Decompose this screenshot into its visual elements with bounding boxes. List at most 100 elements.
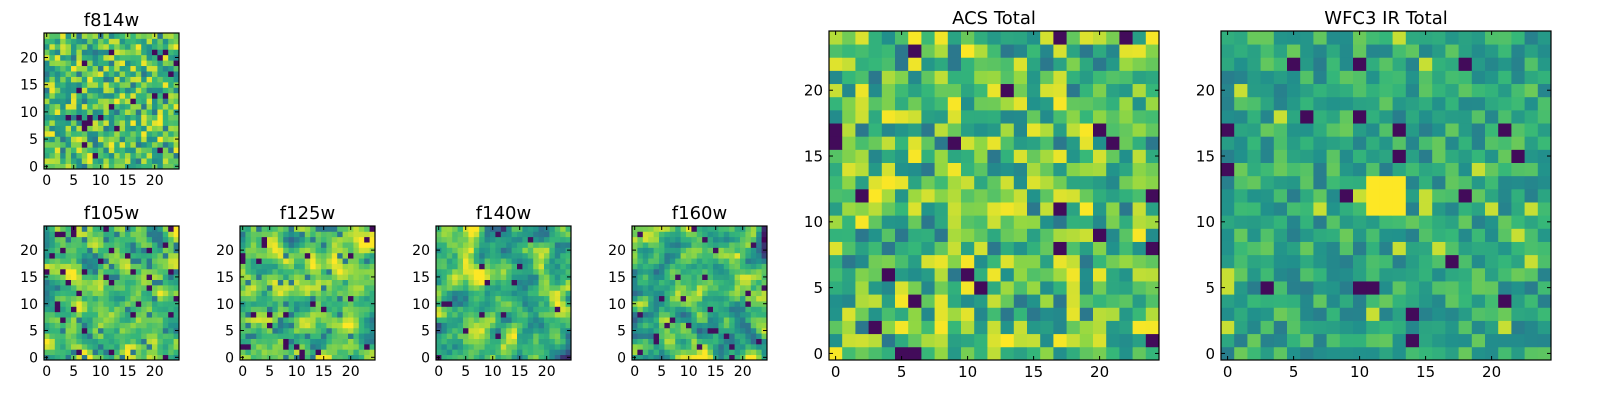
heatmap-cell <box>173 130 180 137</box>
heatmap-cell <box>353 242 360 248</box>
heatmap-cell <box>49 322 56 329</box>
heatmap-cell <box>740 317 746 323</box>
heatmap-cell <box>468 226 475 232</box>
heatmap-cell <box>130 263 137 270</box>
heatmap-cell <box>157 333 164 339</box>
heatmap-cell <box>60 226 66 232</box>
heatmap-cell <box>353 354 360 361</box>
heatmap-cell <box>369 290 376 297</box>
heatmap-cell <box>358 333 365 339</box>
heatmap-cell <box>696 306 703 313</box>
heatmap-cell <box>1040 83 1054 98</box>
heatmap-cell <box>463 231 469 238</box>
heatmap-cell <box>108 338 115 345</box>
heatmap-cell <box>1119 162 1133 177</box>
heatmap-cell <box>162 103 169 110</box>
heatmap-cell <box>533 258 539 264</box>
heatmap-cell <box>549 247 556 254</box>
heatmap-cell <box>1000 241 1015 256</box>
heatmap-cell <box>157 120 164 126</box>
heatmap-cell <box>1300 123 1314 137</box>
heatmap-cell <box>829 31 843 45</box>
heatmap-cell <box>103 33 110 39</box>
heatmap-cell <box>353 349 360 356</box>
heatmap-cell <box>1498 320 1512 335</box>
heatmap-cell <box>49 279 56 286</box>
heatmap-cell <box>152 120 158 126</box>
heatmap-cell <box>162 87 169 94</box>
heatmap-cell <box>436 306 442 313</box>
heatmap-cell <box>549 226 556 232</box>
heatmap-cell <box>1247 44 1261 58</box>
heatmap-cell <box>1000 228 1015 242</box>
heatmap-cell <box>686 306 692 313</box>
heatmap-cell <box>283 349 289 356</box>
heatmap-cell <box>173 338 180 345</box>
heatmap-cell <box>146 322 153 329</box>
heatmap-cell <box>446 349 453 356</box>
heatmap-cell <box>1458 162 1473 177</box>
heatmap-cell <box>92 327 99 334</box>
heatmap-cell <box>718 236 725 243</box>
heatmap-cell <box>1445 294 1459 308</box>
heatmap-cell <box>108 103 115 110</box>
heatmap-cell <box>1247 307 1261 321</box>
heatmap-cell <box>987 228 1001 242</box>
heatmap-cell <box>1524 267 1539 282</box>
heatmap-cell <box>119 247 126 254</box>
heatmap-cell <box>517 231 523 238</box>
heatmap-cell <box>642 322 649 329</box>
heatmap-cell <box>1260 136 1275 150</box>
heatmap-cell <box>1432 202 1446 216</box>
heatmap-cell <box>321 317 327 323</box>
heatmap-cell <box>669 268 676 275</box>
heatmap-cell <box>961 44 975 58</box>
heatmap-cell <box>868 346 883 361</box>
heatmap-cell <box>146 236 153 243</box>
heatmap-cell <box>81 147 88 154</box>
heatmap-cell <box>987 96 1001 111</box>
heatmap-cell <box>1485 267 1499 282</box>
heatmap-cell <box>267 242 273 248</box>
heatmap-cell <box>756 252 762 259</box>
heatmap-cell <box>60 33 66 39</box>
heatmap-cell <box>162 343 169 350</box>
heatmap-cell <box>92 338 99 345</box>
heatmap-cell <box>1013 57 1028 71</box>
heatmap-cell <box>1093 241 1107 256</box>
heatmap-cell <box>1498 162 1512 177</box>
heatmap-cell <box>65 163 72 170</box>
heatmap-cell <box>436 333 442 339</box>
heatmap-cell <box>49 33 56 39</box>
heatmap-cell <box>81 333 88 339</box>
heatmap-cell <box>761 279 768 286</box>
heatmap-cell <box>1432 267 1446 282</box>
heatmap-cell <box>544 343 550 350</box>
heatmap-cell <box>653 295 660 302</box>
heatmap-cell <box>1405 228 1420 242</box>
heatmap-cell <box>1524 307 1539 321</box>
heatmap-cell <box>125 152 131 159</box>
heatmap-cell <box>642 231 649 238</box>
heatmap-cell <box>544 263 550 270</box>
heatmap-cell <box>108 274 115 280</box>
heatmap-cell <box>261 343 268 350</box>
heatmap-cell <box>49 54 56 61</box>
heatmap-cell <box>304 263 311 270</box>
heatmap-cell <box>331 258 338 264</box>
heatmap-cell <box>675 317 681 323</box>
heatmap-cell <box>119 65 126 72</box>
heatmap-cell <box>734 263 741 270</box>
heatmap-cell <box>1234 215 1248 229</box>
heatmap-cell <box>1405 31 1420 45</box>
heatmap-cell <box>961 267 975 282</box>
heatmap-cell <box>87 54 93 61</box>
heatmap-cell <box>642 226 649 232</box>
heatmap-cell <box>1366 123 1380 137</box>
heatmap-cell <box>664 242 671 248</box>
heatmap-cell <box>364 226 370 232</box>
heatmap-cell <box>1145 83 1160 98</box>
heatmap-cell <box>1392 175 1407 190</box>
heatmap-cell <box>125 284 131 291</box>
heatmap-cell <box>299 268 306 275</box>
